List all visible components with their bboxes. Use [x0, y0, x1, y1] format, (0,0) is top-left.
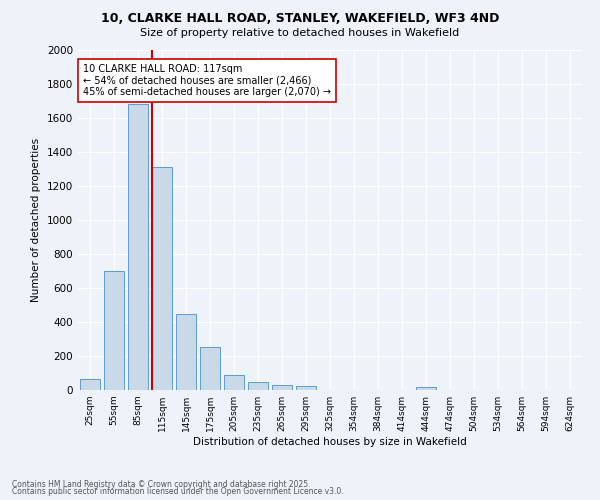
X-axis label: Distribution of detached houses by size in Wakefield: Distribution of detached houses by size …	[193, 437, 467, 447]
Bar	[128, 104, 148, 390]
Bar	[272, 385, 292, 390]
Text: 10 CLARKE HALL ROAD: 117sqm
← 54% of detached houses are smaller (2,466)
45% of : 10 CLARKE HALL ROAD: 117sqm ← 54% of det…	[83, 64, 331, 97]
Bar	[176, 314, 196, 390]
Text: Size of property relative to detached houses in Wakefield: Size of property relative to detached ho…	[140, 28, 460, 38]
Text: Contains HM Land Registry data © Crown copyright and database right 2025.: Contains HM Land Registry data © Crown c…	[12, 480, 311, 489]
Bar	[152, 168, 172, 390]
Y-axis label: Number of detached properties: Number of detached properties	[31, 138, 41, 302]
Text: Contains public sector information licensed under the Open Government Licence v3: Contains public sector information licen…	[12, 487, 344, 496]
Bar	[200, 346, 220, 390]
Bar	[296, 386, 316, 390]
Bar	[224, 374, 244, 390]
Bar	[248, 382, 268, 390]
Bar	[80, 379, 100, 390]
Bar	[416, 386, 436, 390]
Text: 10, CLARKE HALL ROAD, STANLEY, WAKEFIELD, WF3 4ND: 10, CLARKE HALL ROAD, STANLEY, WAKEFIELD…	[101, 12, 499, 26]
Bar	[104, 271, 124, 390]
